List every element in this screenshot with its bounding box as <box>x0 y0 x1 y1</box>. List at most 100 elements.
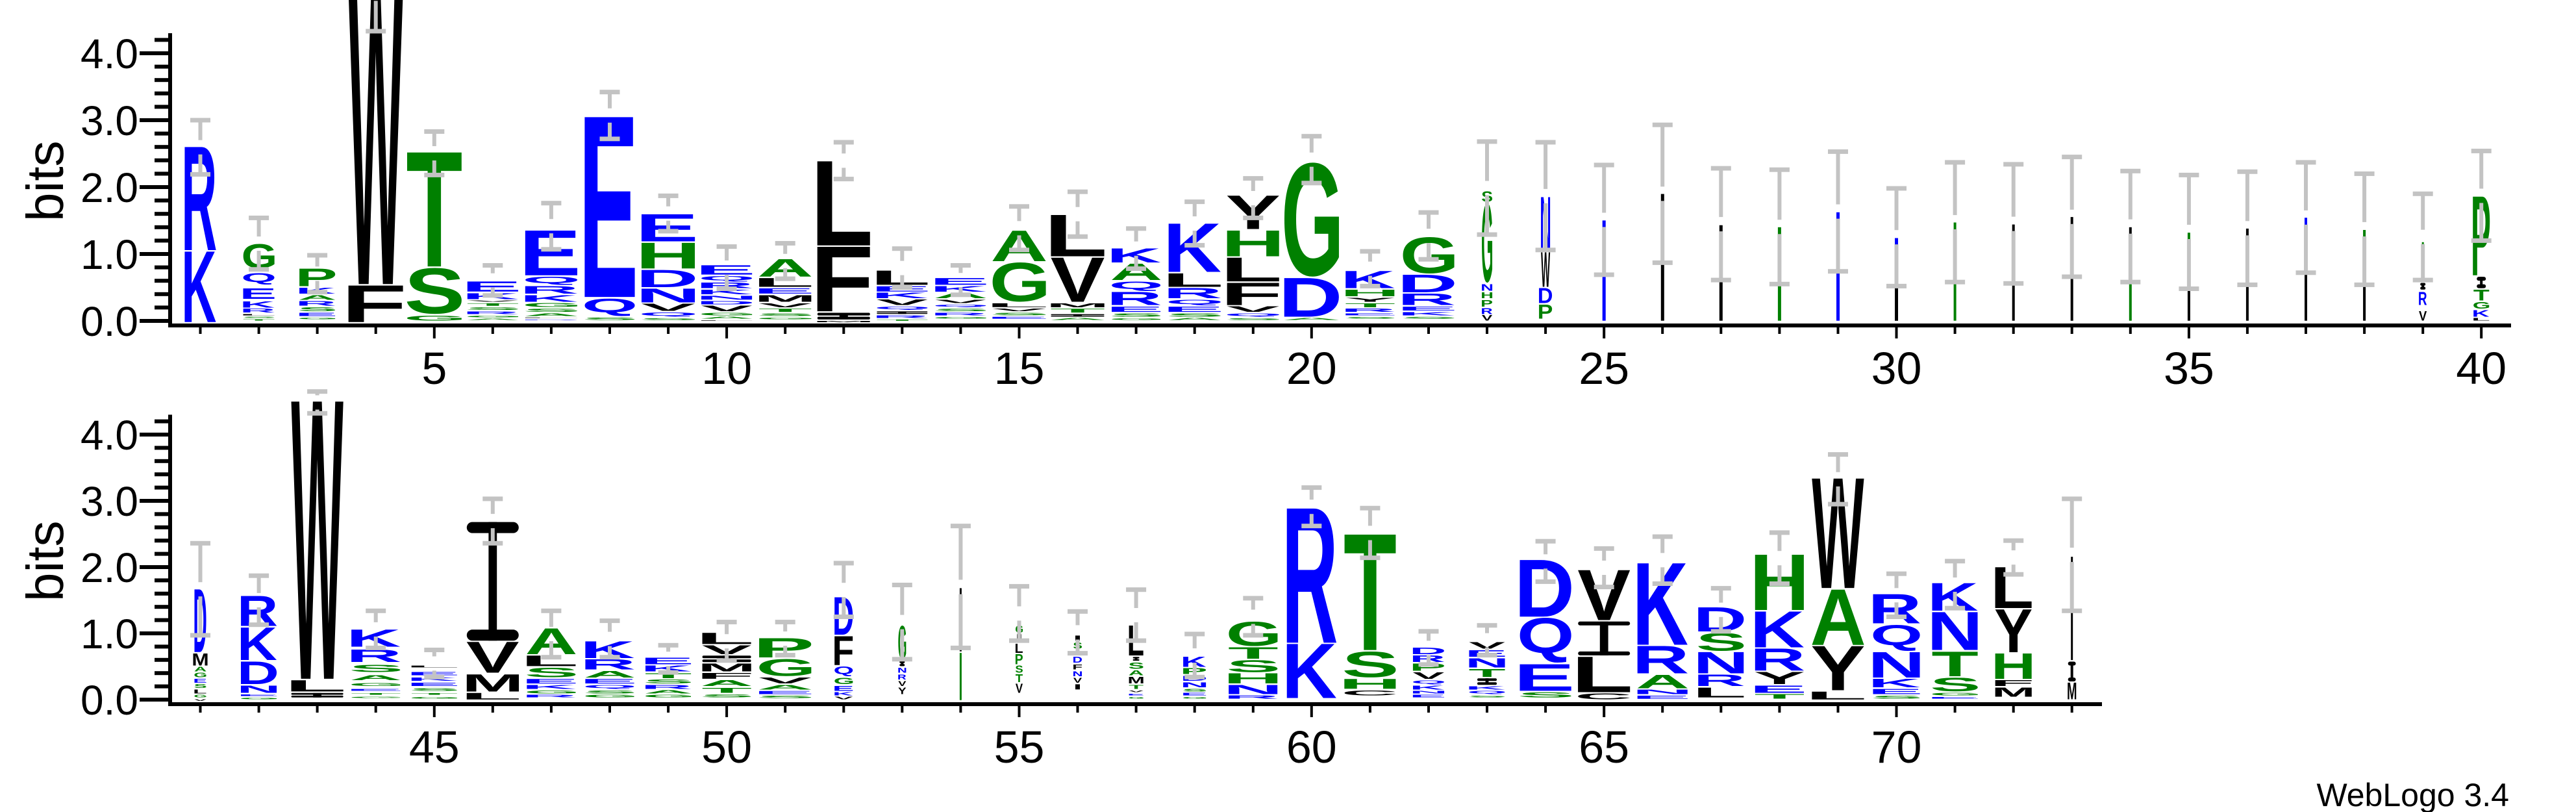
svg-text:E: E <box>1927 696 1981 699</box>
svg-text:A: A <box>1636 671 1690 692</box>
svg-text:S: S <box>523 308 581 313</box>
svg-text:S: S <box>1015 664 1023 675</box>
svg-text:40: 40 <box>2456 343 2507 394</box>
svg-text:R: R <box>1750 642 1806 678</box>
svg-text:G: G <box>464 315 523 318</box>
svg-text:K: K <box>1927 575 1978 619</box>
svg-text:A: A <box>757 683 813 691</box>
svg-text:E: E <box>1162 305 1224 314</box>
svg-text:V: V <box>834 696 853 700</box>
svg-text:T: T <box>701 686 752 694</box>
svg-text:0.0: 0.0 <box>81 677 138 724</box>
svg-text:K: K <box>1410 685 1445 691</box>
svg-text:Q: Q <box>932 304 989 307</box>
svg-text:L: L <box>2471 318 2490 322</box>
svg-text:D: D <box>1397 270 1458 298</box>
svg-text:S: S <box>757 312 814 316</box>
svg-text:20: 20 <box>1286 343 1337 394</box>
svg-text:E: E <box>640 655 694 666</box>
svg-text:S: S <box>1344 316 1398 319</box>
svg-text:M: M <box>192 651 208 670</box>
svg-text:P: P <box>1015 652 1023 667</box>
svg-text:D: D <box>237 655 279 691</box>
svg-text:5: 5 <box>421 343 447 394</box>
svg-text:S: S <box>1401 316 1458 319</box>
svg-text:S: S <box>1182 688 1207 692</box>
svg-text:D: D <box>1410 646 1447 656</box>
svg-text:T: T <box>411 692 458 695</box>
svg-text:G: G <box>643 694 695 698</box>
svg-text:A: A <box>1810 572 1866 662</box>
svg-text:S: S <box>349 663 403 674</box>
svg-text:D: D <box>1279 266 1343 329</box>
svg-text:T: T <box>1755 693 1805 700</box>
svg-text:M: M <box>1992 685 2035 700</box>
svg-text:E: E <box>236 694 279 696</box>
svg-text:W: W <box>348 0 403 375</box>
svg-text:S: S <box>757 695 814 699</box>
svg-text:N: N <box>695 294 758 301</box>
svg-text:S: S <box>1930 674 1981 695</box>
svg-text:35: 35 <box>2164 343 2214 394</box>
svg-text:S: S <box>409 688 460 692</box>
svg-text:N: N <box>1632 689 1694 696</box>
svg-text:M: M <box>462 669 524 697</box>
svg-text:4.0: 4.0 <box>81 412 138 459</box>
svg-text:R: R <box>1163 285 1222 301</box>
svg-text:E: E <box>1631 694 1691 700</box>
svg-text:T: T <box>1129 684 1144 690</box>
svg-text:C: C <box>1575 692 1632 701</box>
svg-text:1.0: 1.0 <box>81 611 138 657</box>
svg-text:R: R <box>641 684 693 690</box>
svg-text:V: V <box>992 308 1047 312</box>
svg-text:C: C <box>1342 689 1398 696</box>
svg-text:L: L <box>193 689 206 694</box>
svg-text:T: T <box>243 319 275 321</box>
svg-text:M: M <box>1046 302 1110 309</box>
svg-text:T: T <box>406 116 462 301</box>
svg-text:S: S <box>1342 644 1399 685</box>
svg-text:S: S <box>1518 691 1575 698</box>
svg-text:L: L <box>1805 689 1867 702</box>
svg-text:S: S <box>194 683 207 689</box>
svg-text:A: A <box>1129 669 1144 678</box>
svg-text:25: 25 <box>1579 343 1629 394</box>
svg-text:G: G <box>404 314 467 322</box>
svg-text:E: E <box>1106 305 1164 314</box>
svg-text:H: H <box>636 235 701 276</box>
svg-text:E: E <box>240 285 277 302</box>
svg-text:S: S <box>1225 318 1282 320</box>
svg-text:E: E <box>986 316 1050 320</box>
svg-text:N: N <box>237 683 281 695</box>
svg-text:T: T <box>467 303 519 307</box>
svg-text:E: E <box>929 276 990 287</box>
svg-text:S: S <box>932 308 989 312</box>
svg-text:E: E <box>753 286 815 295</box>
svg-text:45: 45 <box>409 722 460 772</box>
svg-text:70: 70 <box>1871 722 1922 772</box>
svg-text:Q: Q <box>1517 608 1574 664</box>
svg-text:L: L <box>1692 685 1746 701</box>
svg-text:S: S <box>465 307 521 311</box>
svg-text:R: R <box>897 673 907 681</box>
svg-text:G: G <box>932 316 991 319</box>
svg-text:E: E <box>1127 693 1144 696</box>
svg-text:60: 60 <box>1286 722 1337 772</box>
svg-text:K: K <box>871 292 928 300</box>
svg-text:R: R <box>240 308 275 314</box>
svg-text:bits: bits <box>16 140 74 222</box>
svg-text:S: S <box>525 665 579 681</box>
svg-text:R: R <box>521 694 577 698</box>
svg-text:Y: Y <box>898 686 907 696</box>
svg-text:G: G <box>524 689 580 694</box>
svg-text:N: N <box>1868 645 1925 686</box>
svg-text:P: P <box>1538 301 1553 324</box>
svg-text:V: V <box>1482 314 1493 323</box>
svg-text:K: K <box>696 288 753 296</box>
svg-text:bits: bits <box>16 521 74 602</box>
svg-text:T: T <box>876 319 929 321</box>
svg-text:N: N <box>636 285 701 307</box>
svg-text:G: G <box>990 251 1051 313</box>
svg-text:V: V <box>466 633 519 682</box>
svg-text:Q: Q <box>1109 279 1164 291</box>
